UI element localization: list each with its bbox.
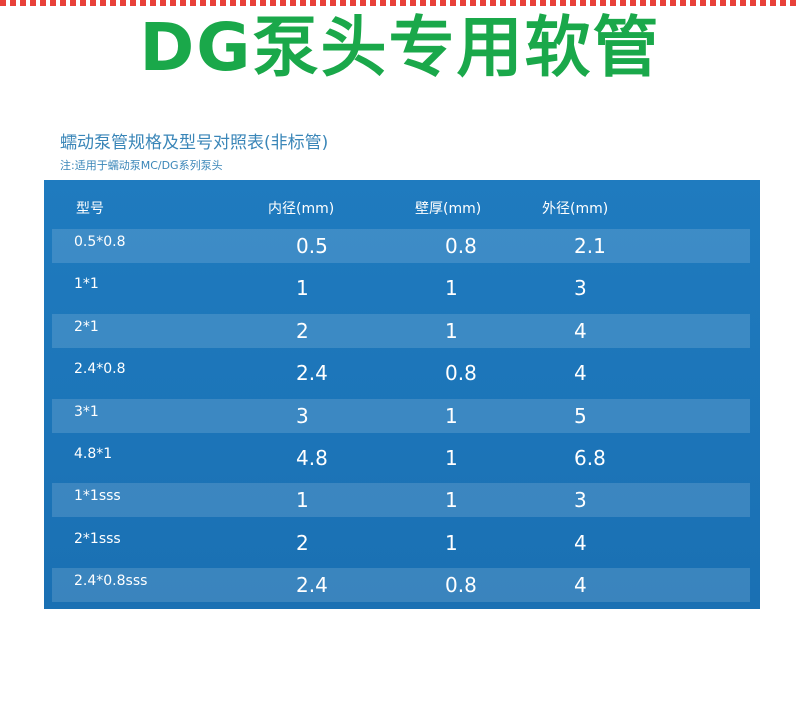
cell-model: 2*1 — [74, 318, 99, 335]
table-row: 1*1sss 1 1 3 — [44, 482, 760, 524]
cell-inner-diameter: 1 — [296, 488, 309, 513]
cell-inner-diameter: 0.5 — [296, 234, 328, 258]
table-row: 2.4*0.8sss 2.4 0.8 4 — [44, 567, 760, 609]
header-wall-thickness: 壁厚(mm) — [415, 201, 482, 217]
table-row: 3*1 3 1 5 — [44, 398, 760, 440]
table-body: 0.5*0.8 0.5 0.8 2.1 1*1 1 1 3 2*1 2 1 4 … — [44, 228, 760, 610]
table-note: 注:适用于蠕动泵MC/DG系列泵头 — [60, 159, 223, 172]
cell-wall-thickness: 1 — [445, 318, 458, 343]
spec-table: 型号 内径(mm) 壁厚(mm) 外径(mm) 0.5*0.8 0.5 0.8 … — [44, 180, 760, 609]
header-model: 型号 — [76, 201, 104, 217]
cell-outer-diameter: 6.8 — [574, 445, 606, 470]
table-row: 1*1 1 1 3 — [44, 270, 760, 312]
cell-outer-diameter: 4 — [574, 318, 587, 343]
header-outer-diameter: 外径(mm) — [542, 201, 609, 217]
cell-inner-diameter: 3 — [296, 403, 309, 428]
cell-wall-thickness: 1 — [445, 276, 458, 301]
table-row: 2*1 2 1 4 — [44, 313, 760, 355]
cell-model: 4.8*1 — [74, 445, 113, 462]
table-row: 2*1sss 2 1 4 — [44, 525, 760, 567]
cell-wall-thickness: 0.8 — [445, 361, 477, 386]
cell-inner-diameter: 1 — [296, 276, 309, 301]
cell-outer-diameter: 2.1 — [574, 234, 606, 258]
cell-outer-diameter: 3 — [574, 276, 587, 301]
cell-model: 1*1sss — [74, 488, 121, 505]
cell-wall-thickness: 0.8 — [445, 573, 477, 598]
cell-model: 2*1sss — [74, 530, 121, 547]
cell-inner-diameter: 2.4 — [296, 361, 328, 386]
top-border-decoration — [0, 0, 800, 6]
header-inner-diameter: 内径(mm) — [268, 201, 335, 217]
cell-wall-thickness: 1 — [445, 445, 458, 470]
cell-wall-thickness: 0.8 — [445, 234, 477, 258]
cell-inner-diameter: 2 — [296, 530, 309, 555]
cell-model: 1*1 — [74, 276, 99, 293]
table-row: 0.5*0.8 0.5 0.8 2.1 — [44, 228, 760, 270]
cell-inner-diameter: 4.8 — [296, 445, 328, 470]
table-header-row: 型号 内径(mm) 壁厚(mm) 外径(mm) — [44, 194, 760, 222]
cell-outer-diameter: 3 — [574, 488, 587, 513]
cell-inner-diameter: 2.4 — [296, 573, 328, 598]
table-subtitle: 蠕动泵管规格及型号对照表(非标管) — [60, 133, 329, 153]
banner-title: DG泵头专用软管 — [139, 9, 661, 86]
cell-model: 3*1 — [74, 403, 99, 420]
table-row: 4.8*1 4.8 1 6.8 — [44, 440, 760, 482]
cell-outer-diameter: 4 — [574, 530, 587, 555]
cell-outer-diameter: 5 — [574, 403, 587, 428]
cell-outer-diameter: 4 — [574, 361, 587, 386]
cell-model: 0.5*0.8 — [74, 234, 126, 250]
cell-outer-diameter: 4 — [574, 573, 587, 598]
table-row: 2.4*0.8 2.4 0.8 4 — [44, 355, 760, 397]
cell-wall-thickness: 1 — [445, 488, 458, 513]
cell-wall-thickness: 1 — [445, 530, 458, 555]
cell-model: 2.4*0.8sss — [74, 573, 148, 590]
cell-wall-thickness: 1 — [445, 403, 458, 428]
cell-model: 2.4*0.8 — [74, 361, 126, 378]
cell-inner-diameter: 2 — [296, 318, 309, 343]
